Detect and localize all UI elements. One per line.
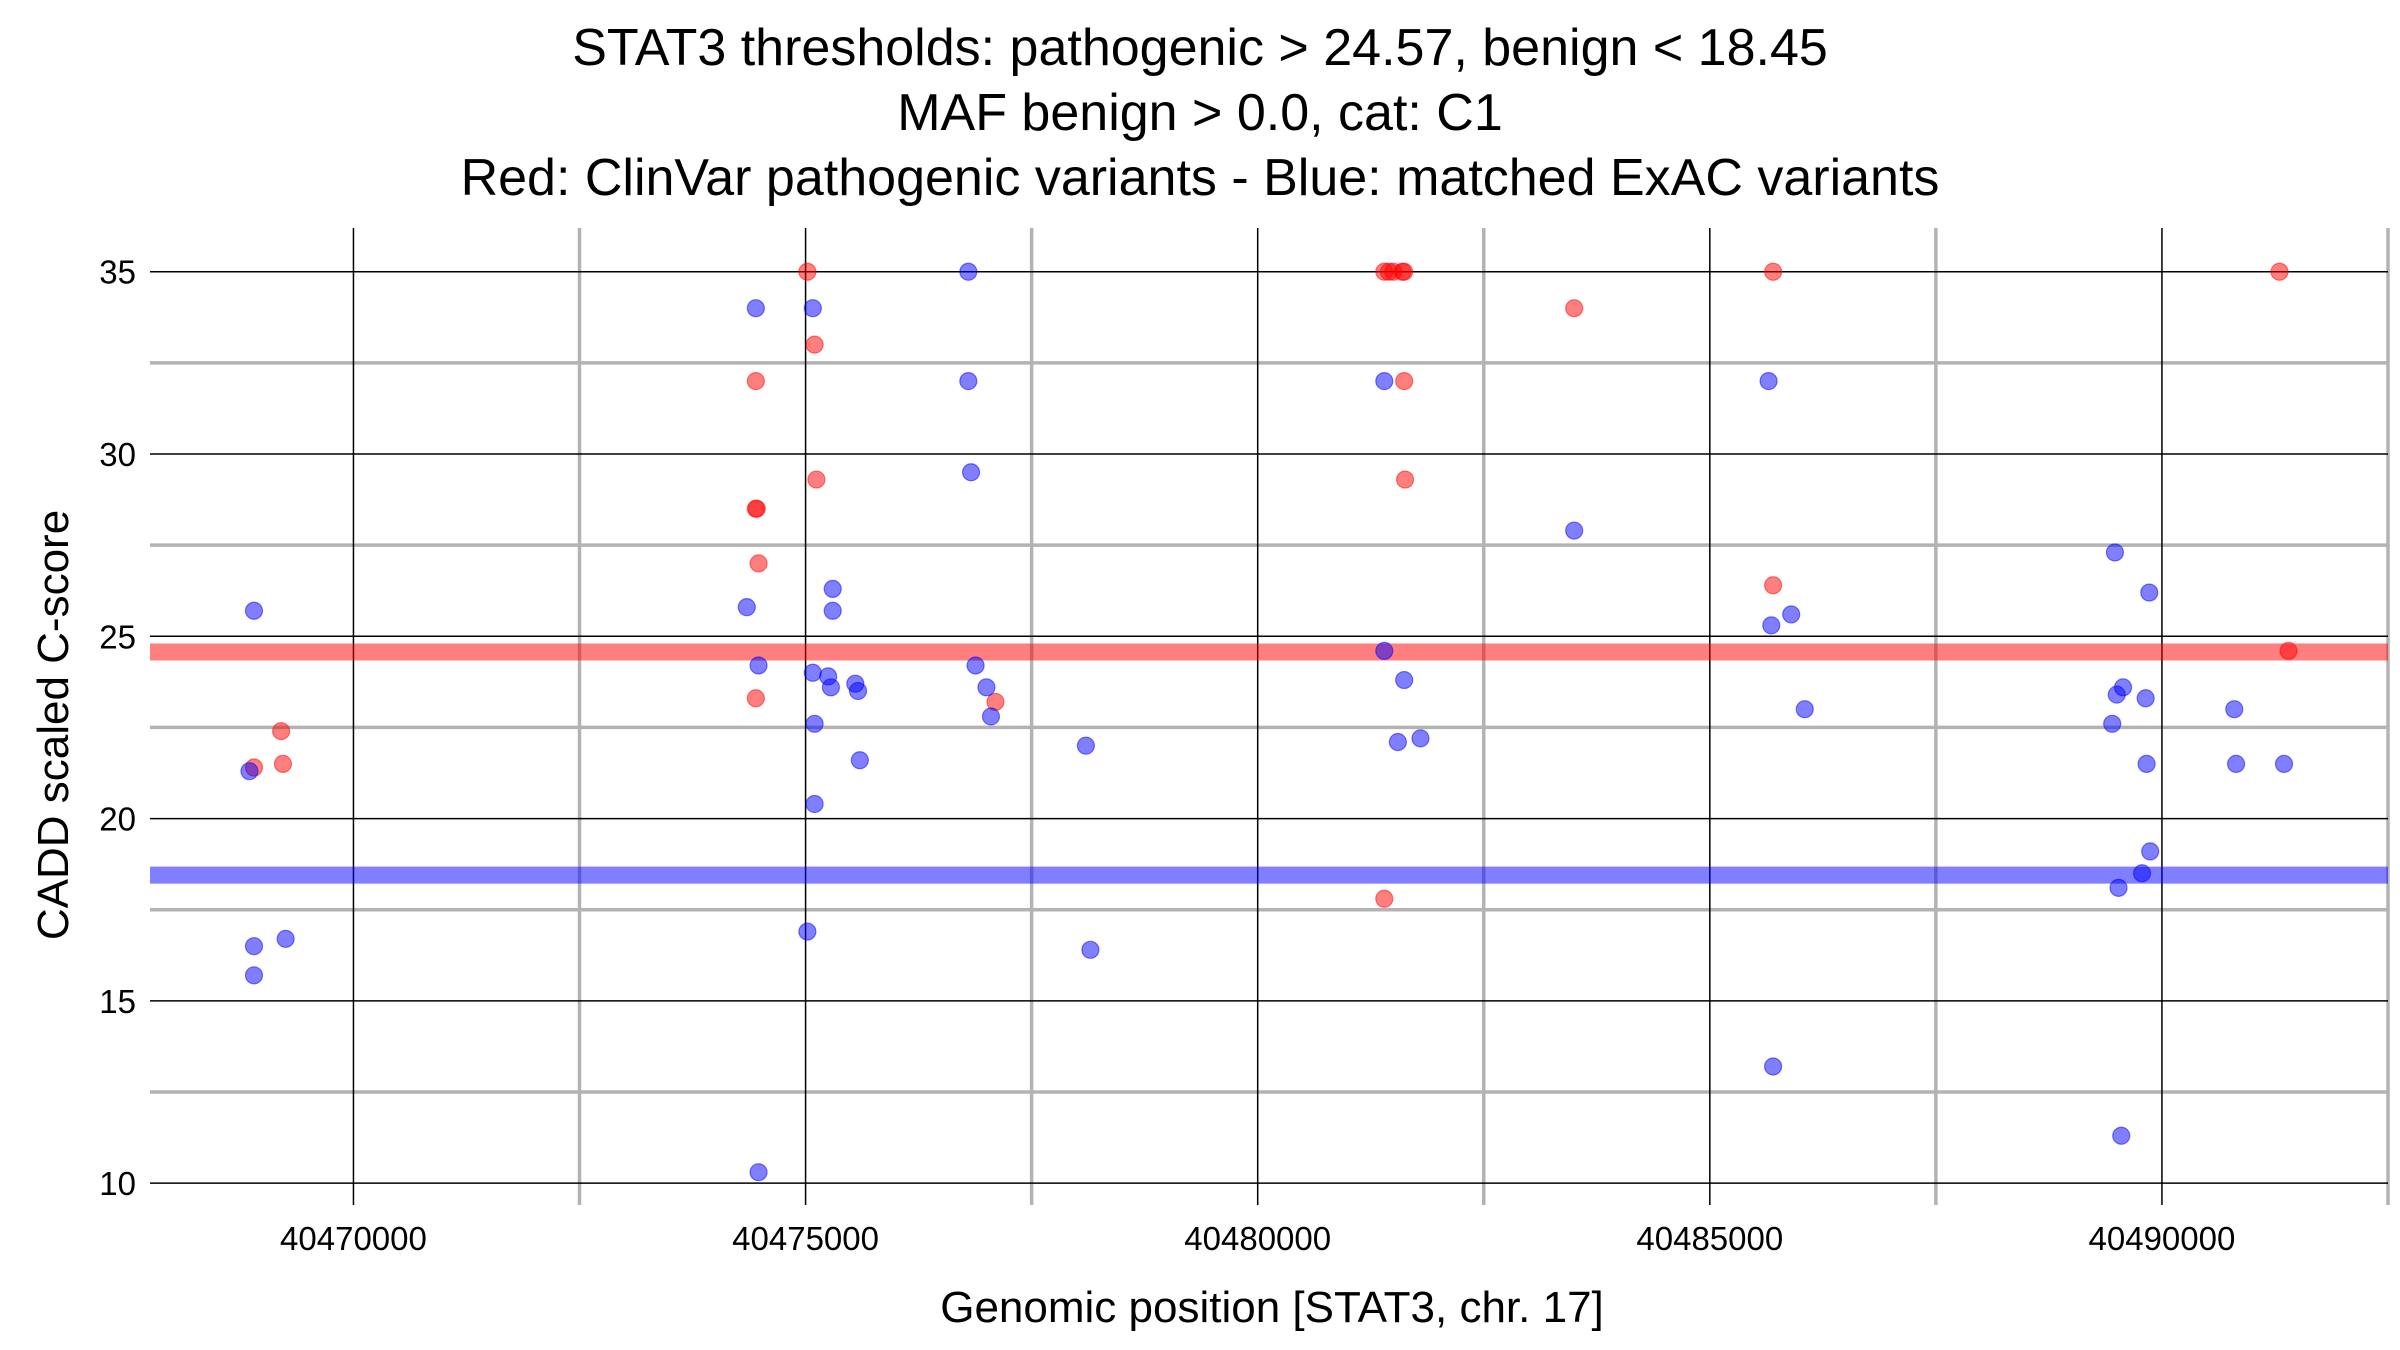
data-point-series-0 — [747, 499, 766, 518]
data-point-series-1 — [2113, 678, 2133, 697]
data-point-series-1 — [823, 579, 842, 599]
data-point-series-1 — [1764, 1057, 1783, 1076]
data-point-series-1 — [749, 656, 768, 675]
data-point-series-0 — [273, 754, 293, 773]
data-point-series-0 — [1395, 470, 1415, 489]
data-point-series-1 — [737, 598, 756, 617]
data-point-series-1 — [240, 762, 259, 781]
y-tick-label: 20 — [99, 801, 136, 838]
y-axis-title: CADD scaled C-score — [29, 510, 78, 940]
data-point-series-1 — [2136, 689, 2155, 708]
data-point-series-1 — [2225, 700, 2244, 719]
data-point-series-1 — [805, 714, 824, 733]
chart-title-line-2: MAF benign > 0.0, cat: C1 — [897, 84, 1503, 142]
data-point-series-0 — [1764, 262, 1783, 281]
data-point-series-0 — [805, 335, 824, 354]
data-point-series-1 — [1411, 729, 1430, 748]
data-point-series-1 — [1782, 605, 1801, 624]
data-point-series-1 — [244, 937, 264, 956]
data-point-series-1 — [803, 299, 822, 318]
x-tick-label: 40475000 — [732, 1220, 879, 1257]
chart-title-line-1: STAT3 thresholds: pathogenic > 24.57, be… — [572, 19, 1828, 77]
data-point-series-1 — [749, 1163, 768, 1182]
data-point-series-1 — [959, 372, 978, 391]
y-tick-label: 15 — [99, 983, 136, 1020]
y-tick-label: 35 — [99, 254, 136, 291]
data-point-series-1 — [2274, 754, 2294, 773]
data-point-series-1 — [1759, 372, 1778, 391]
data-point-series-1 — [1375, 372, 1394, 391]
data-point-series-0 — [1565, 299, 1584, 318]
data-point-series-0 — [746, 689, 765, 708]
grid — [150, 228, 2390, 1205]
data-point-series-1 — [2226, 754, 2246, 773]
data-point-series-1 — [966, 656, 985, 675]
data-point-series-1 — [850, 751, 869, 770]
data-point-series-1 — [1565, 521, 1584, 540]
data-point-series-1 — [2105, 543, 2125, 562]
data-point-series-0 — [807, 470, 826, 489]
data-point-series-1 — [1081, 940, 1100, 959]
tick-labels: 40470000 40475000 40480000 40485000 40490000… — [99, 254, 2235, 1257]
data-point-series-1 — [2109, 878, 2128, 897]
data-point-series-0 — [2279, 641, 2298, 660]
data-point-series-1 — [1388, 732, 1407, 752]
x-axis-title: Genomic position [STAT3, chr. 17] — [940, 1283, 1604, 1332]
data-point-series-1 — [959, 262, 978, 281]
threshold-lines — [150, 643, 2388, 884]
data-point-series-1 — [746, 299, 765, 318]
data-point-series-1 — [1375, 641, 1394, 660]
data-point-series-1 — [823, 601, 842, 620]
y-tick-label: 10 — [99, 1165, 136, 1202]
y-tick-label: 30 — [99, 436, 136, 473]
y-tick-label: 25 — [99, 618, 136, 655]
data-point-series-1 — [2140, 583, 2159, 602]
data-point-series-1 — [2103, 714, 2122, 733]
data-point-series-1 — [803, 663, 822, 682]
x-tick-label: 40480000 — [1184, 1220, 1331, 1257]
data-point-series-1 — [244, 601, 264, 620]
data-point-series-1 — [805, 794, 824, 814]
data-point-series-1 — [1076, 736, 1095, 755]
data-point-series-1 — [2137, 754, 2156, 773]
data-point-series-0 — [2270, 262, 2289, 281]
data-point-series-1 — [276, 929, 295, 948]
data-point-series-0 — [1395, 262, 1414, 281]
data-point-series-1 — [848, 681, 868, 701]
data-point-series-1 — [2112, 1126, 2131, 1145]
data-point-series-0 — [1375, 889, 1394, 908]
data-point-series-1 — [244, 966, 264, 985]
data-point-series-0 — [798, 262, 817, 281]
data-point-series-1 — [1762, 616, 1781, 635]
data-point-series-0 — [1395, 372, 1414, 391]
data-point-series-1 — [2132, 864, 2152, 883]
data-point-series-1 — [1395, 670, 1414, 690]
data-point-series-1 — [981, 707, 1001, 726]
chart-title-line-3: Red: ClinVar pathogenic variants - Blue:… — [460, 149, 1940, 207]
data-point-series-0 — [749, 554, 768, 573]
data-point-series-0 — [272, 721, 291, 741]
data-point-series-1 — [2141, 842, 2160, 861]
data-point-series-0 — [1764, 576, 1783, 595]
data-point-series-1 — [798, 922, 817, 941]
data-points — [240, 262, 2298, 1182]
data-point-series-1 — [1795, 700, 1814, 719]
data-point-series-1 — [961, 463, 981, 482]
data-point-series-0 — [746, 372, 765, 391]
data-point-series-1 — [821, 678, 840, 697]
data-point-series-1 — [977, 678, 996, 697]
x-tick-label: 40490000 — [2089, 1220, 2236, 1257]
x-tick-label: 40485000 — [1636, 1220, 1783, 1257]
x-tick-label: 40470000 — [280, 1220, 427, 1257]
